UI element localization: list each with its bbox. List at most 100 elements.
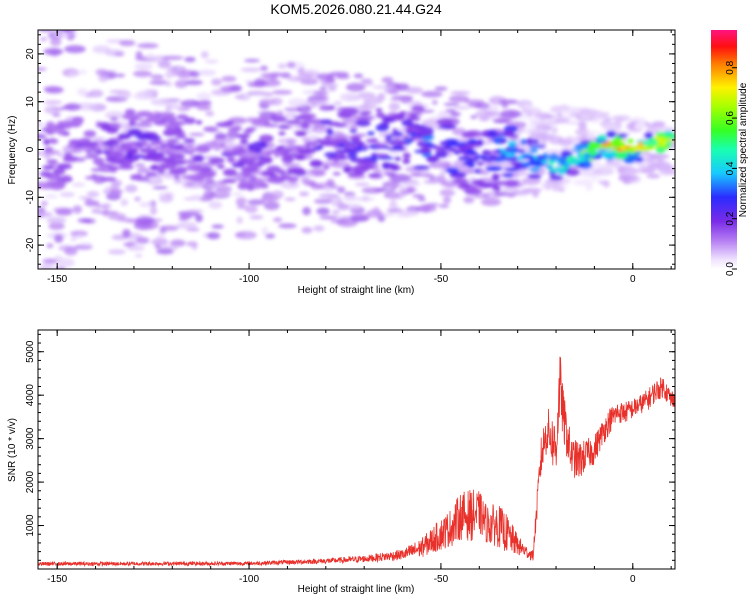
spectrogram-cell [227,127,241,132]
spectrogram-cell [293,168,307,177]
spectrogram-cell [211,224,224,229]
spectrogram-cell [299,72,311,81]
spectrogram-cell [64,45,86,54]
spectrogram-cell [391,113,405,121]
spectrogram-cell [402,152,411,159]
spectrogram-ridge-cell [656,141,664,146]
spectrogram-cell [203,126,219,132]
spectrogram-cell [327,157,334,161]
spectrogram-cell [405,126,422,134]
spectrogram-ytick-label: -10 [25,190,36,205]
spectrogram-cell [104,111,126,120]
spectrogram-cell [135,132,152,141]
spectrogram-cell [636,147,651,152]
spectrogram-cell [46,243,54,249]
spectrogram-ridge-cell [476,161,484,166]
spectrogram-cell [57,128,67,136]
spectrogram-ridge-cell [278,149,286,154]
spectrogram-cell [301,226,313,234]
spectrogram-cell [502,155,520,162]
spectrogram-cell [135,216,155,224]
spectrogram-cell [350,136,361,142]
spectrogram-ridge-cell [439,141,447,146]
spectrogram-ridge-cell [343,141,351,146]
spectrogram-cell [125,152,133,160]
spectrogram-cell [149,206,158,216]
spectrogram-cell [412,194,425,198]
spectrogram-cell [466,160,476,168]
spectrogram-cell [42,258,58,264]
spectrogram-cell [260,79,282,87]
spectrogram-cell [550,126,558,135]
spectrogram-cell [184,56,196,63]
spectrogram-cell [354,182,370,187]
spectrogram-cell [214,132,227,140]
snr-ytick-label: 4000 [25,384,36,407]
snr-frame [37,329,676,570]
spectrogram-cell [503,125,519,133]
spectrogram-ridge-cell [568,155,576,160]
spectrogram-cell [367,173,382,178]
spectrogram-cell [415,124,427,129]
snr-ytick-label: 1000 [25,514,36,537]
spectrogram-cell [54,255,63,261]
spectrogram-cell [249,90,271,96]
spectrogram-cell [270,97,283,106]
spectrogram-xlabel: Height of straight line (km) [298,285,415,296]
colorbar-axis: 0.0 0.2 0.4 0.6 0.8 [725,60,737,276]
spectrogram-cell [397,183,406,188]
spectrogram-cell [281,163,302,167]
spectrogram-cell [328,105,336,111]
spectrogram-cell [124,184,138,193]
spectrogram-cell [398,209,420,217]
spectrogram-cell [196,104,212,111]
colorbar-tick-label: 0.2 [725,211,736,225]
spectrogram-cell [356,159,374,165]
spectrogram-cell [374,187,396,192]
spectrogram-ridge-cell [591,150,599,155]
spectrogram-cell [215,122,233,128]
spectrogram-cell [134,163,146,168]
spectrogram-cell [313,124,327,129]
spectrogram-cell [503,130,515,135]
spectrogram-cell [42,165,55,170]
spectrogram-cell [606,130,617,138]
spectrogram-cell [117,158,134,166]
spectrogram-cell [117,133,132,140]
spectrogram-cell [145,53,156,60]
spectrogram-cell [137,167,150,174]
spectrogram-cell [347,172,364,177]
spectrogram-cell [260,72,279,79]
spectrogram-cell [157,167,166,175]
spectrogram-cell [599,150,618,155]
spectrogram-cell [50,37,62,47]
spectrogram-cell [188,70,201,78]
spectrogram-cell [38,183,48,189]
spectrogram-cell [385,186,393,191]
spectrogram-cell [193,154,205,163]
spectrogram-cell [332,172,341,176]
spectrogram-cell [474,102,490,110]
spectrogram-cell [333,101,342,106]
spectrogram-cell [120,199,129,207]
spectrogram-cell [176,114,189,120]
spectrogram-cell [116,90,132,99]
spectrogram-cell [418,197,426,202]
spectrogram-cell [349,129,357,133]
spectrogram-cell [375,112,386,119]
spectrogram-ridge-cell [444,144,452,149]
spectrogram-ridge-cell [448,147,456,152]
spectrogram-cell [392,144,404,151]
spectrogram-cell [98,73,109,83]
spectrogram-cell [76,233,84,239]
spectrogram-cell [118,39,136,47]
spectrogram-cell [287,98,307,108]
spectrogram-ridge-cell [453,150,461,155]
spectrogram-cell [197,162,219,167]
spectrogram-cell [86,190,100,198]
spectrogram-cell [139,147,158,154]
spectrogram-cell [186,163,203,172]
spectrogram-cell [470,115,478,119]
spectrogram-cell [286,119,302,124]
colorbar-tick-label: 0.6 [725,111,736,125]
